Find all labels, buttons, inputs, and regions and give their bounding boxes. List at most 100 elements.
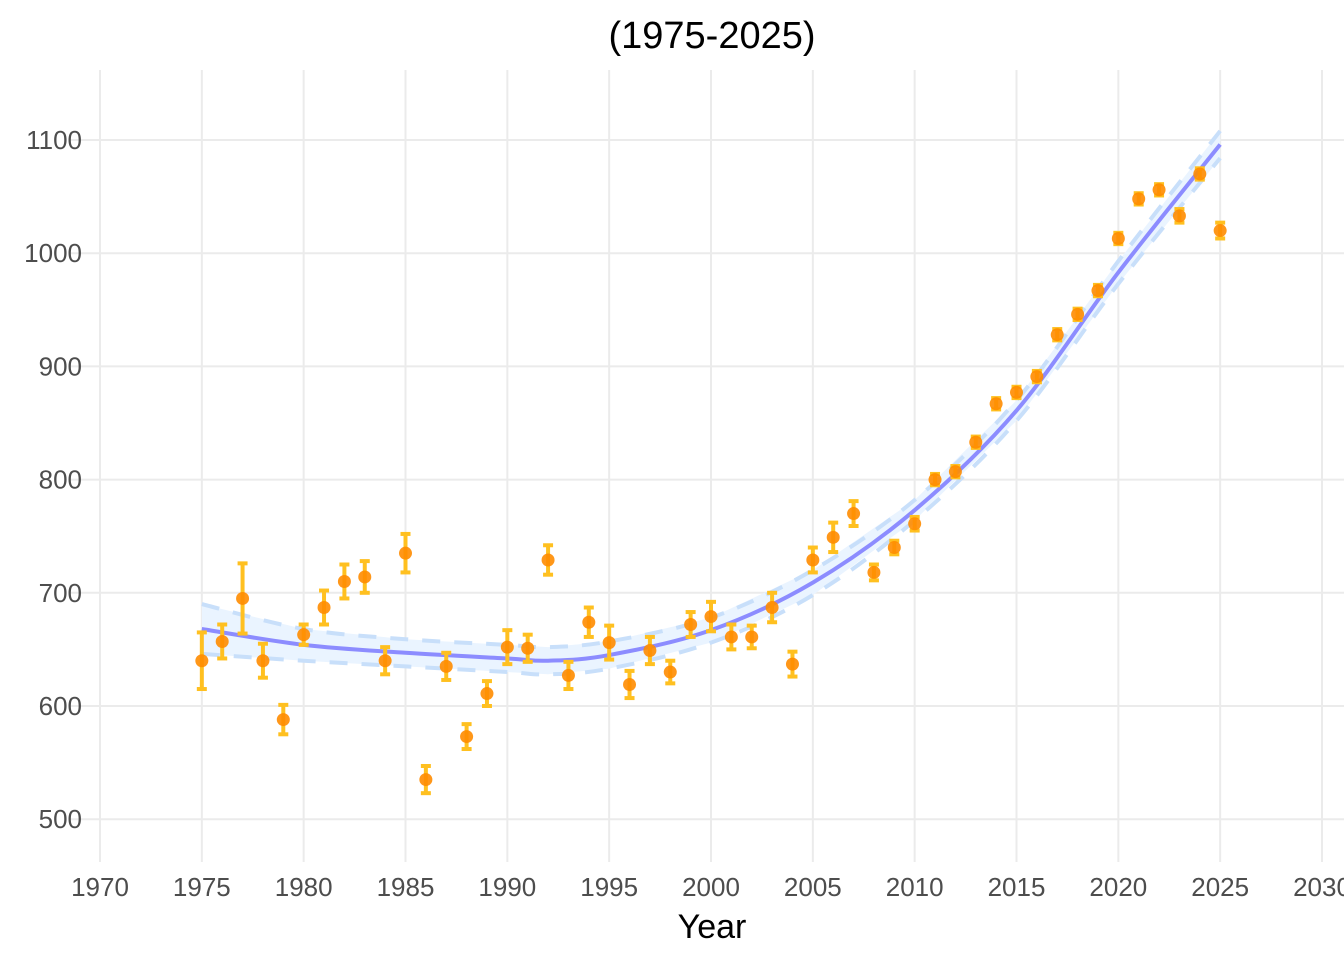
data-point-2007 [847, 499, 861, 529]
data-point-2000 [704, 599, 718, 634]
x-tick-label: 1985 [377, 872, 435, 902]
point-marker [745, 630, 759, 644]
point-marker [602, 636, 616, 650]
x-tick-label: 2010 [886, 872, 944, 902]
data-point-2019 [1091, 282, 1105, 299]
point-marker [765, 601, 779, 615]
chart-title: (1975-2025) [608, 15, 815, 57]
point-marker [826, 530, 840, 544]
point-marker [785, 657, 799, 671]
x-axis-label: Year [678, 908, 747, 946]
data-point-2022 [1152, 182, 1166, 198]
data-point-2024 [1193, 166, 1207, 182]
point-marker [337, 574, 351, 588]
data-point-2017 [1050, 327, 1064, 343]
data-point-1995 [602, 623, 616, 662]
point-marker [1213, 224, 1227, 238]
point-marker [215, 634, 229, 648]
data-point-1997 [643, 634, 657, 667]
x-tick-label: 2015 [988, 872, 1046, 902]
point-marker [684, 617, 698, 631]
data-point-1989 [480, 679, 494, 708]
data-point-2003 [765, 590, 779, 625]
data-point-1986 [419, 763, 433, 796]
data-point-1994 [582, 605, 596, 639]
tick-labels: 1970 1975 1980 1985 1990 1995 2000 2005 2010 2015… [24, 125, 1344, 902]
data-point-2014 [989, 396, 1003, 412]
data-point-1987 [439, 650, 453, 682]
data-point-1999 [684, 610, 698, 639]
point-marker [867, 565, 881, 579]
point-marker [378, 654, 392, 668]
point-marker [419, 773, 433, 787]
point-marker [643, 644, 657, 658]
data-points [195, 166, 1227, 796]
y-tick-label: 500 [39, 804, 82, 834]
data-point-1980 [297, 622, 311, 647]
grid [70, 70, 1344, 862]
point-marker [236, 591, 250, 605]
data-point-1982 [337, 562, 351, 601]
point-marker [928, 473, 942, 487]
data-point-2001 [724, 622, 738, 652]
data-point-2013 [969, 434, 983, 450]
data-point-1988 [460, 722, 474, 752]
point-marker [276, 713, 290, 727]
data-point-2023 [1172, 207, 1186, 225]
x-tick-label: 1980 [275, 872, 333, 902]
point-marker [1030, 370, 1044, 384]
data-point-1985 [399, 531, 412, 575]
data-point-1998 [663, 658, 677, 686]
data-point-1984 [378, 645, 392, 677]
point-marker [704, 610, 718, 624]
ci-band [201, 130, 1221, 675]
point-marker [460, 730, 474, 744]
point-marker [989, 397, 1003, 411]
point-marker [623, 677, 637, 691]
point-marker [1132, 192, 1146, 206]
point-marker [887, 541, 901, 555]
point-marker [256, 654, 270, 668]
data-point-2009 [887, 538, 901, 557]
x-tick-label: 1995 [580, 872, 638, 902]
point-marker [521, 641, 535, 655]
y-tick-label: 700 [39, 578, 82, 608]
data-point-2021 [1132, 191, 1146, 207]
point-marker [1193, 167, 1207, 181]
x-tick-label: 2025 [1191, 872, 1249, 902]
point-marker [806, 553, 820, 567]
point-marker [1071, 307, 1085, 321]
ci-lower-line [201, 156, 1222, 677]
data-point-1990 [500, 628, 514, 667]
point-marker [317, 601, 331, 615]
point-marker [847, 507, 861, 521]
data-point-1993 [561, 659, 575, 692]
x-tick-label: 2000 [682, 872, 740, 902]
point-marker [1010, 385, 1023, 399]
point-marker [1091, 284, 1105, 298]
point-marker [541, 553, 555, 567]
data-point-1979 [276, 702, 290, 737]
data-point-2012 [948, 464, 962, 480]
point-marker [500, 640, 514, 654]
x-tick-label: 2005 [784, 872, 842, 902]
data-point-2020 [1111, 230, 1125, 247]
y-tick-label: 1100 [26, 125, 82, 155]
point-marker [663, 665, 677, 679]
data-point-2008 [867, 562, 881, 583]
y-tick-label: 600 [39, 691, 82, 721]
point-marker [195, 654, 209, 668]
data-point-2016 [1030, 368, 1044, 385]
point-marker [948, 465, 962, 479]
point-marker [724, 630, 738, 644]
data-point-1992 [541, 543, 555, 577]
data-point-2004 [785, 649, 799, 679]
point-marker [480, 687, 494, 701]
data-point-2011 [928, 471, 942, 488]
point-marker [561, 668, 575, 682]
data-point-2005 [806, 545, 820, 575]
point-marker [1172, 209, 1186, 223]
point-marker [297, 628, 311, 642]
x-tick-label: 1990 [478, 872, 536, 902]
x-tick-label: 2020 [1089, 872, 1147, 902]
